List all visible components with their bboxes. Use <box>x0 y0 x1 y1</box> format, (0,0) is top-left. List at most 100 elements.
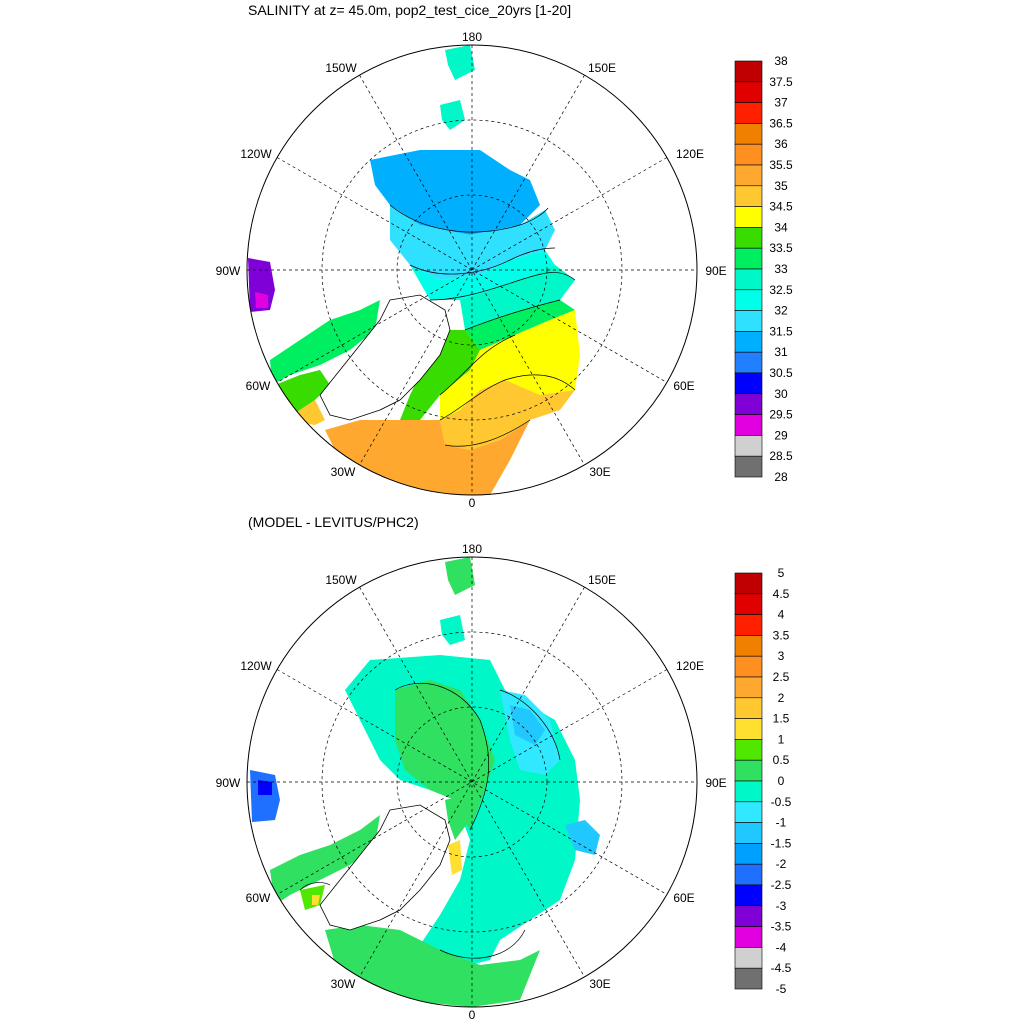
bot-fill-minus15 <box>510 705 545 745</box>
top-colorbar: 38 37.5 37 36.5 36 35.5 35 34.5 34 33.5 33 32.5 32 31… <box>734 54 793 484</box>
bot-greenland <box>319 804 451 931</box>
bot-fill-labrador3 <box>312 895 320 905</box>
bottom-colorbar-label: -3 <box>776 899 787 913</box>
top-colorbar-label: 31.5 <box>769 324 793 338</box>
top-lon-label-30W: 30W <box>331 465 356 479</box>
top-colorbar-swatch <box>734 81 763 103</box>
bottom-colorbar-swatch <box>734 780 763 803</box>
top-colorbar-label: 36 <box>774 137 788 151</box>
bottom-colorbar-swatch <box>734 635 763 657</box>
top-colorbar-swatch <box>734 331 763 353</box>
bottom-colorbar-label: 1 <box>778 732 785 746</box>
top-colorbar-swatch <box>734 102 763 124</box>
top-colorbar-swatch <box>734 435 763 457</box>
top-colorbar-label: 28 <box>774 470 788 484</box>
top-colorbar-label: 37.5 <box>769 75 793 89</box>
top-greenland <box>319 294 451 421</box>
top-fill-hudson <box>248 258 275 312</box>
bottom-lon-label-120E: 120E <box>676 659 704 673</box>
top-lon-label-120E: 120E <box>676 147 704 161</box>
bottom-colorbar-label: 3.5 <box>773 628 790 642</box>
top-lon-label-120W: 120W <box>240 147 272 161</box>
top-colorbar-swatch <box>734 393 763 415</box>
top-fill-bering2 <box>440 100 465 130</box>
top-fill-335 <box>400 330 480 420</box>
top-colorbar-label: 38 <box>774 54 788 68</box>
top-colorbar-label: 30.5 <box>769 366 793 380</box>
top-panel-title: SALINITY at z= 45.0m, pop2_test_cice_20y… <box>248 2 572 18</box>
bottom-colorbar-swatch <box>734 697 763 719</box>
top-colorbar-swatch <box>734 164 763 187</box>
top-colorbar-swatch <box>734 247 763 270</box>
top-lon-label-150W: 150W <box>325 61 357 75</box>
top-fill-bering <box>445 45 475 80</box>
bottom-colorbar-label: 0 <box>778 774 785 788</box>
top-lon-label-0: 0 <box>469 496 476 510</box>
bottom-graticule <box>247 557 697 1007</box>
bottom-colorbar-swatch <box>734 884 763 907</box>
top-colorbar-swatch <box>734 289 763 311</box>
bottom-colorbar-label: 5 <box>778 566 785 580</box>
bottom-colorbar-label: -1 <box>776 816 787 830</box>
top-lon-label-30E: 30E <box>589 465 610 479</box>
top-colorbar-label: 34.5 <box>769 200 793 214</box>
bottom-lon-label-180: 180 <box>462 542 482 556</box>
bottom-colorbar-label: 4.5 <box>773 587 790 601</box>
top-fill-31 <box>370 150 540 235</box>
bottom-lon-label-60E: 60E <box>673 891 694 905</box>
top-colorbar-swatch <box>734 60 763 83</box>
top-colorbar-label: 30 <box>774 387 788 401</box>
bottom-colorbar-swatch <box>734 759 763 782</box>
top-colorbar-swatch <box>734 372 763 395</box>
bottom-lon-label-60W: 60W <box>246 891 271 905</box>
bottom-lon-label-0: 0 <box>469 1008 476 1022</box>
top-colorbar-swatch <box>734 185 763 207</box>
bot-fill-0 <box>395 680 495 830</box>
top-colorbar-swatch <box>734 268 763 291</box>
top-graticule <box>247 45 697 495</box>
bottom-colorbar-swatch <box>734 739 763 761</box>
bottom-colorbar-label: -2.5 <box>771 878 792 892</box>
bottom-colorbar-label: 4 <box>778 608 785 622</box>
top-colorbar-swatch <box>734 351 763 374</box>
top-lon-label-60E: 60E <box>673 379 694 393</box>
bottom-colorbar-label: 1.5 <box>773 712 790 726</box>
bottom-colorbar-swatch <box>734 967 763 990</box>
bottom-colorbar: 5 4.5 4 3.5 3 2.5 2 1.5 1 0.5 0 -0.5 -1 -1.5 -2 -2.5 -3 -… <box>734 566 792 996</box>
bottom-colorbar-label: -1.5 <box>771 836 792 850</box>
bottom-colorbar-swatch <box>734 822 763 844</box>
bottom-lon-label-90W: 90W <box>216 776 241 790</box>
bottom-panel-title: (MODEL - LEVITUS/PHC2) <box>248 514 419 530</box>
bottom-colorbar-label: 2.5 <box>773 670 790 684</box>
bottom-colorbar-swatch <box>734 676 763 699</box>
top-fill-345 <box>440 310 580 420</box>
bottom-map-border <box>246 556 698 1008</box>
top-colorbar-swatch <box>734 310 763 332</box>
bottom-lon-label-150E: 150E <box>588 573 616 587</box>
bottom-lon-label-150W: 150W <box>325 573 357 587</box>
top-salinity-field <box>248 45 580 495</box>
bottom-colorbar-swatch <box>734 843 763 865</box>
bottom-colorbar-label: 2 <box>778 691 785 705</box>
top-fill-33b <box>465 300 575 350</box>
top-lon-label-90E: 90E <box>705 264 726 278</box>
bottom-colorbar-swatch <box>734 947 763 969</box>
top-colorbar-label: 32.5 <box>769 283 793 297</box>
top-colorbar-label: 31 <box>774 345 788 359</box>
top-colorbar-label: 33.5 <box>769 241 793 255</box>
bot-fill-norway <box>565 820 600 855</box>
top-map-border <box>246 44 698 496</box>
bottom-colorbar-label: -4.5 <box>771 961 792 975</box>
bottom-lon-label-30W: 30W <box>331 977 356 991</box>
bot-fill-1 <box>448 840 462 875</box>
bottom-lon-label-30E: 30E <box>589 977 610 991</box>
top-colorbar-label: 32 <box>774 304 788 318</box>
top-colorbar-swatch <box>734 455 763 478</box>
bot-fill-05 <box>445 795 470 840</box>
top-colorbar-label: 28.5 <box>769 449 793 463</box>
bottom-colorbar-swatch <box>734 572 763 595</box>
bottom-colorbar-label: -0.5 <box>771 795 792 809</box>
top-fill-labrador <box>270 300 380 385</box>
bottom-colorbar-label: -3.5 <box>771 920 792 934</box>
bottom-lon-label-90E: 90E <box>705 776 726 790</box>
